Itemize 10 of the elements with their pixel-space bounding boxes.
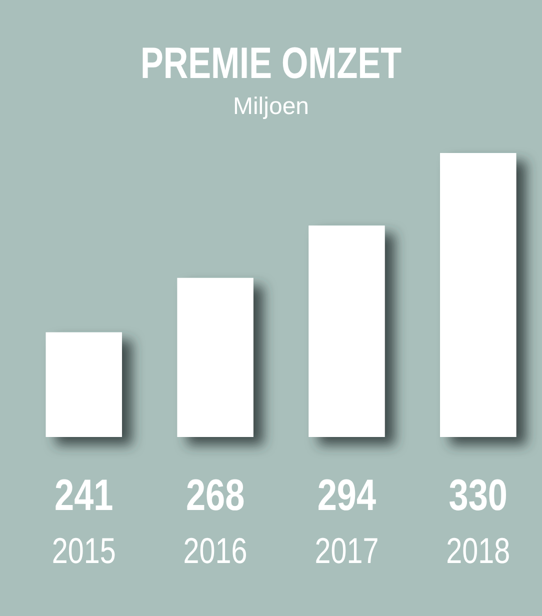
x-tick-label: 2017 — [314, 530, 379, 571]
x-tick-label: 2015 — [52, 530, 116, 571]
chart-subtitle: Miljoen — [232, 93, 310, 120]
chart-title: PREMIE OMZET — [140, 38, 402, 88]
x-tick-label: 2016 — [183, 530, 248, 571]
x-tick-label: 2018 — [446, 530, 510, 571]
data-label: 268 — [186, 471, 245, 520]
data-label: 330 — [448, 471, 508, 520]
data-label: 241 — [54, 471, 114, 520]
data-label: 294 — [317, 471, 376, 520]
